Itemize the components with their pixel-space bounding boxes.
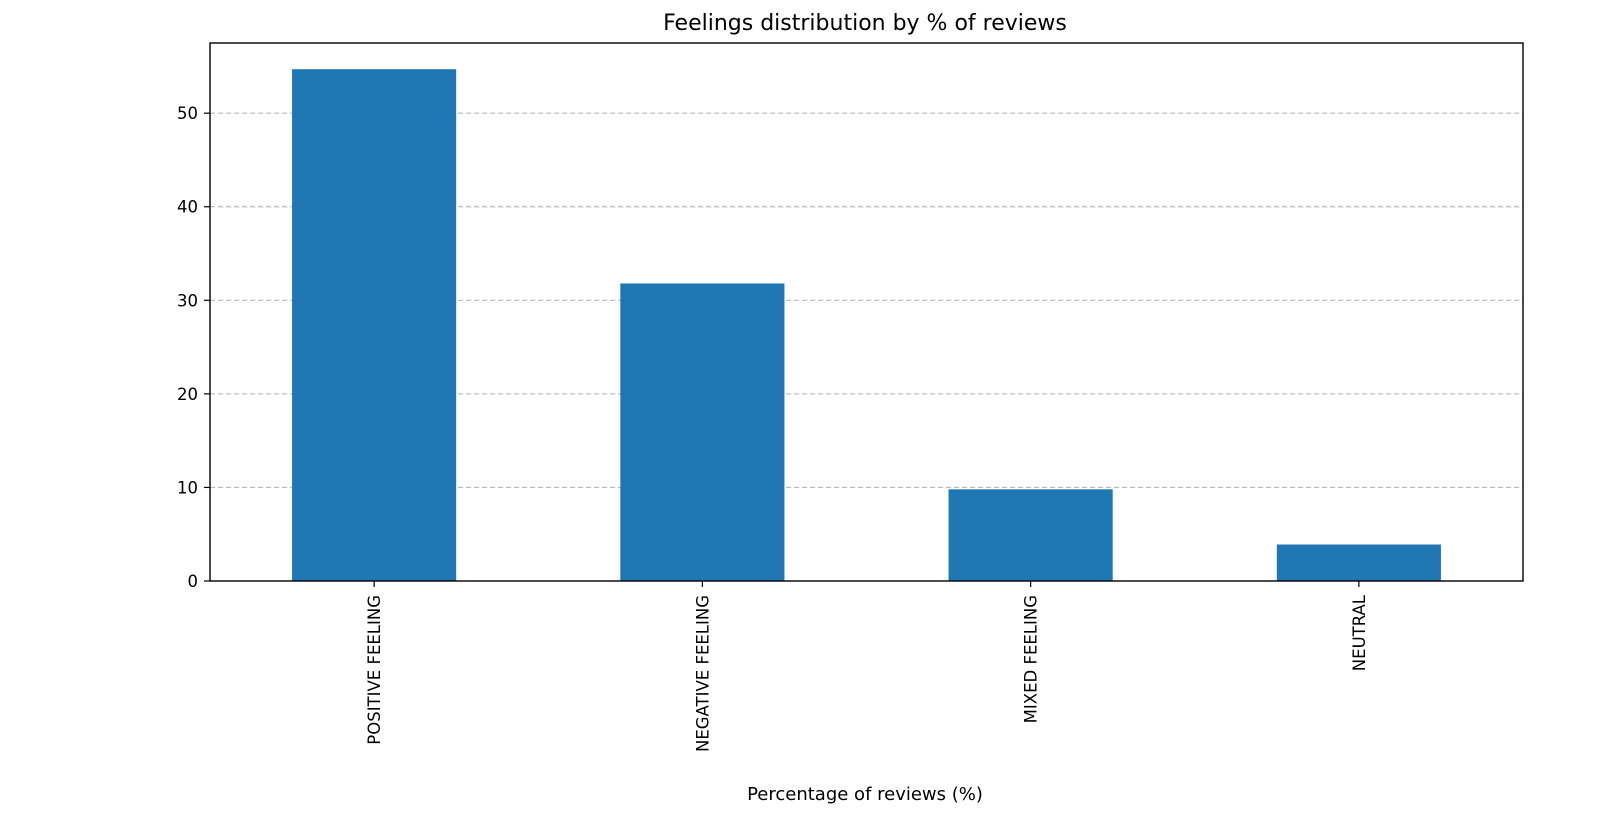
x-axis-label: Percentage of reviews (%) [747,784,983,805]
bar [620,283,785,581]
chart-title: Feelings distribution by % of reviews [663,11,1067,36]
plot-area-frame [209,42,1524,582]
y-tick-label: 30 [177,291,198,310]
x-tick-label: MIXED FEELING [1022,595,1041,723]
x-tick-label: NEUTRAL [1350,594,1369,671]
y-tick-label: 40 [177,198,198,217]
bar [292,69,457,582]
y-tick-label: 20 [177,385,198,404]
y-axis-ticks: 0 10 20 30 40 50 [177,104,210,591]
bars [292,69,1441,582]
y-tick-label: 50 [177,104,198,123]
y-tick-label: 10 [177,478,198,497]
bar [1276,544,1441,581]
x-axis-ticks: POSITIVE FEELING NEGATIVE FEELING MIXED FE… [365,581,1369,752]
y-tick-label: 0 [188,572,199,591]
bar [948,489,1113,581]
x-tick-label: POSITIVE FEELING [365,595,384,745]
x-tick-label: NEGATIVE FEELING [693,595,712,752]
